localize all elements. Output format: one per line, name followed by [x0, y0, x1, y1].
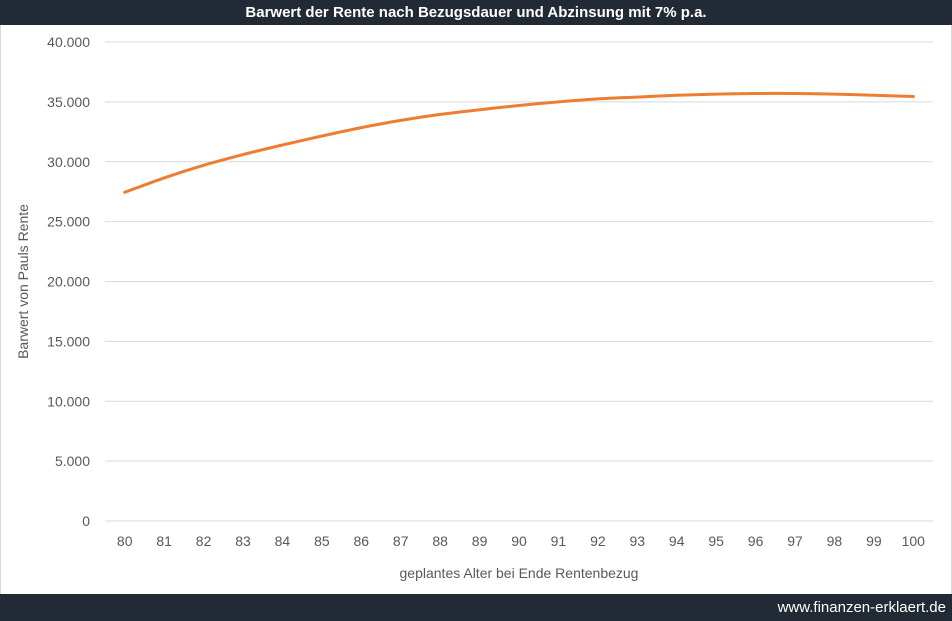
x-tick-label: 90 — [511, 533, 527, 549]
y-axis-ticks: 0 5.000 10.000 15.000 20.000 25.000 30.000 35.0… — [47, 34, 90, 529]
x-tick-label: 97 — [787, 533, 803, 549]
y-tick-label: 5.000 — [55, 453, 90, 469]
x-tick-label: 95 — [708, 533, 724, 549]
y-tick-label: 10.000 — [47, 393, 90, 409]
x-tick-label: 100 — [902, 533, 926, 549]
series-layer — [123, 91, 915, 194]
chart-title: Barwert der Rente nach Bezugsdauer und A… — [0, 0, 952, 25]
x-tick-label: 93 — [629, 533, 645, 549]
x-tick-label: 82 — [196, 533, 212, 549]
gridlines — [105, 41, 933, 522]
x-tick-label: 83 — [235, 533, 251, 549]
x-tick-label: 99 — [866, 533, 882, 549]
source-footer: www.finanzen-erklaert.de — [0, 594, 952, 621]
y-tick-label: 30.000 — [47, 154, 90, 170]
x-tick-label: 87 — [393, 533, 409, 549]
x-tick-label: 80 — [117, 533, 133, 549]
y-tick-label: 35.000 — [47, 94, 90, 110]
x-tick-label: 98 — [827, 533, 843, 549]
y-tick-label: 25.000 — [47, 214, 90, 230]
series-line — [123, 91, 915, 194]
y-tick-label: 15.000 — [47, 333, 90, 349]
x-axis-ticks: 80 81 82 83 84 85 86 87 88 89 90 91 92 93 94 95 96 97 98 99… — [117, 533, 925, 549]
line-chart: 0 5.000 10.000 15.000 20.000 25.000 30.000 35.0… — [15, 34, 933, 581]
y-tick-label: 40.000 — [47, 34, 90, 50]
x-axis-title: geplantes Alter bei Ende Rentenbezug — [400, 565, 639, 581]
x-tick-label: 86 — [353, 533, 369, 549]
x-tick-label: 92 — [590, 533, 606, 549]
x-tick-label: 94 — [669, 533, 685, 549]
x-tick-label: 88 — [432, 533, 448, 549]
x-tick-label: 96 — [748, 533, 764, 549]
x-tick-label: 91 — [551, 533, 567, 549]
x-tick-label: 84 — [275, 533, 291, 549]
y-tick-label: 20.000 — [47, 274, 90, 290]
plot-area: 0 5.000 10.000 15.000 20.000 25.000 30.000 35.0… — [0, 25, 952, 594]
y-tick-label: 0 — [82, 513, 90, 529]
y-axis-title: Barwert von Pauls Rente — [15, 204, 31, 359]
x-tick-label: 85 — [314, 533, 330, 549]
x-tick-label: 89 — [472, 533, 488, 549]
x-tick-label: 81 — [156, 533, 172, 549]
